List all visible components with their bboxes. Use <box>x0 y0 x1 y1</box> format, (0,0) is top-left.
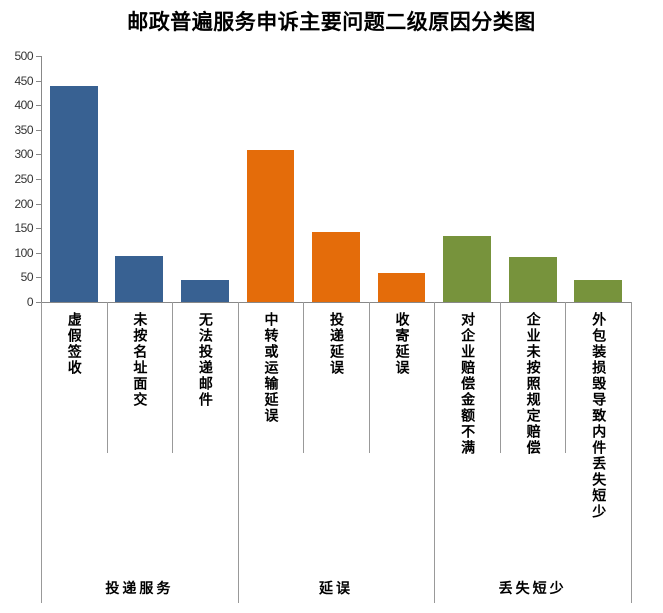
y-tick-label: 50 <box>20 270 34 285</box>
y-tick <box>36 252 41 254</box>
y-tick-label: 350 <box>14 122 33 137</box>
category-divider <box>172 302 174 453</box>
group-divider <box>41 302 42 603</box>
category-divider <box>565 302 567 453</box>
category-divider <box>499 302 501 453</box>
category-label: 投递延误 <box>328 312 344 376</box>
y-tick-label: 250 <box>14 172 33 186</box>
category-label: 虚假签收 <box>65 312 82 376</box>
y-tick-label: 300 <box>14 147 33 162</box>
y-tick-label: 100 <box>14 245 33 260</box>
category-label: 对企业赔偿金额不满 <box>459 312 476 456</box>
category-label: 中转或运输延误 <box>262 312 279 424</box>
bar[interactable] <box>180 279 229 302</box>
y-tick-label: 500 <box>14 49 33 63</box>
category-label: 外包装损毁导致内件丢失短少 <box>590 312 607 520</box>
chart-title: 邮政普遍服务申诉主要问题二级原因分类图 <box>127 9 536 34</box>
y-tick <box>36 80 41 82</box>
y-tick-label: 150 <box>14 221 33 236</box>
group-label: 投递服务 <box>105 581 174 597</box>
y-tick <box>36 105 41 107</box>
y-tick-label: 0 <box>26 295 34 309</box>
bar[interactable] <box>49 86 98 302</box>
y-tick <box>36 302 41 303</box>
bar[interactable] <box>246 149 295 302</box>
bar[interactable] <box>115 256 164 302</box>
group-label: 丢失短少 <box>498 581 567 597</box>
y-tick <box>36 179 41 180</box>
category-label: 企业未按照规定赔偿 <box>524 312 541 456</box>
category-label: 收寄延误 <box>393 312 410 376</box>
y-tick-label: 400 <box>14 98 33 113</box>
y-tick <box>36 154 41 156</box>
y-tick-label: 450 <box>14 73 33 88</box>
category-label: 未按名址面交 <box>131 312 148 408</box>
group-divider <box>237 302 239 603</box>
bar[interactable] <box>508 257 557 302</box>
category-divider <box>368 302 370 453</box>
x-axis-line <box>41 302 631 303</box>
group-divider <box>434 302 436 603</box>
y-tick-label: 200 <box>14 196 33 211</box>
bar[interactable] <box>312 232 360 302</box>
group-label: 延误 <box>318 581 353 597</box>
category-label: 无法投递邮件 <box>196 312 213 408</box>
category-divider <box>106 302 108 453</box>
y-tick <box>36 56 41 57</box>
category-divider <box>303 302 305 453</box>
y-tick <box>36 228 41 230</box>
y-axis-line <box>41 56 42 306</box>
y-tick <box>36 277 41 279</box>
bar[interactable] <box>574 279 623 302</box>
bar[interactable] <box>443 236 492 302</box>
y-tick <box>36 203 41 205</box>
y-tick <box>36 129 41 131</box>
bar[interactable] <box>377 272 426 302</box>
group-divider <box>631 302 632 603</box>
